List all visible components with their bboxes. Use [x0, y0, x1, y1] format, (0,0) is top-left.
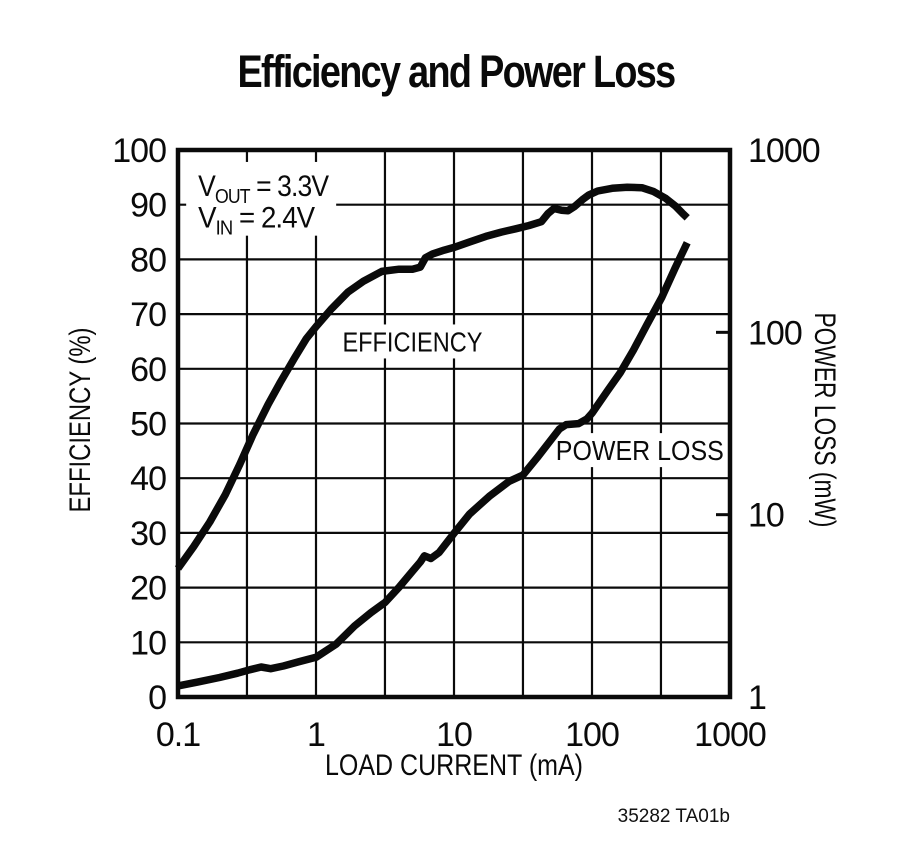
y-left-tick-label: 20: [130, 570, 166, 608]
y-left-tick-label: 100: [112, 132, 166, 170]
x-tick-label: 0.1: [156, 716, 200, 754]
annotation-line: VIN = 2.4V: [198, 202, 315, 240]
efficiency-curve: [174, 183, 690, 571]
y-left-tick-label: 60: [130, 351, 166, 389]
chart-title: Efficiency and Power Loss: [237, 46, 677, 97]
x-tick-label: 1000: [694, 716, 766, 754]
y-left-tick-label: 80: [130, 241, 166, 279]
y-left-tick-label: 10: [130, 624, 166, 662]
y-right-axis-title: POWER LOSS (mW): [808, 313, 841, 528]
y-right-tick-label: 10: [748, 497, 784, 535]
x-tick-label: 10: [436, 716, 472, 754]
x-tick-label: 100: [565, 716, 619, 754]
efficiency-label-mask: [336, 324, 489, 359]
x-axis-title: LOAD CURRENT (mA): [325, 749, 583, 782]
plot-frame: [175, 147, 733, 700]
annotation-mask: [186, 161, 337, 236]
y-left-tick-label: 40: [130, 460, 166, 498]
y-left-tick-label: 90: [130, 187, 166, 225]
y-right-tick-label: 1: [748, 679, 766, 717]
series-label-power-loss: POWER LOSS: [556, 435, 724, 466]
x-tick-label: 1: [307, 716, 325, 754]
power-loss-curve: [177, 241, 691, 690]
y-right-tick-label: 1000: [748, 132, 820, 170]
y-left-tick-label: 0: [148, 679, 166, 717]
y-left-tick-label: 30: [130, 515, 166, 553]
series-label-efficiency: EFFICIENCY: [342, 326, 482, 357]
y-left-tick-label: 70: [130, 296, 166, 334]
curve-layer: [174, 183, 691, 690]
y-left-tick-label: 50: [130, 406, 166, 444]
annotation-line: VOUT = 3.3V: [198, 170, 329, 208]
y-right-tick-label: 100: [748, 314, 802, 352]
label-mask-layer: [186, 161, 731, 468]
y-left-axis-title: EFFICIENCY (%): [64, 328, 97, 513]
power-loss-label-mask: [548, 433, 731, 468]
plot-frame-layer: [175, 147, 733, 700]
figure-number: 35282 TA01b: [617, 806, 730, 827]
